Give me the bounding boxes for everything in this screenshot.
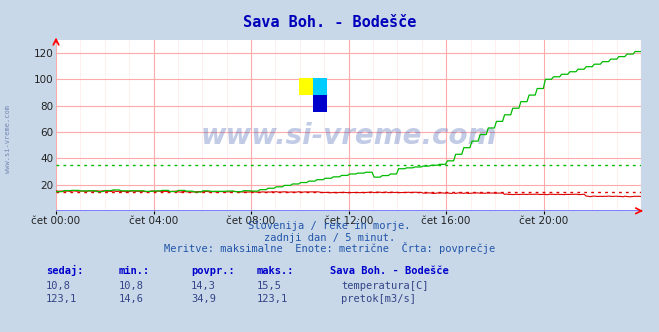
Text: Sava Boh. - Bodešče: Sava Boh. - Bodešče <box>330 266 448 276</box>
Text: Slovenija / reke in morje.: Slovenija / reke in morje. <box>248 221 411 231</box>
Text: Meritve: maksimalne  Enote: metrične  Črta: povprečje: Meritve: maksimalne Enote: metrične Črta… <box>164 242 495 254</box>
Text: Sava Boh. - Bodešče: Sava Boh. - Bodešče <box>243 15 416 30</box>
Text: temperatura[C]: temperatura[C] <box>341 281 429 291</box>
Text: maks.:: maks.: <box>257 266 295 276</box>
Text: 34,9: 34,9 <box>191 294 216 304</box>
Text: povpr.:: povpr.: <box>191 266 235 276</box>
Bar <box>313 78 327 95</box>
Text: 123,1: 123,1 <box>46 294 77 304</box>
Text: pretok[m3/s]: pretok[m3/s] <box>341 294 416 304</box>
Text: www.si-vreme.com: www.si-vreme.com <box>5 106 11 173</box>
Text: zadnji dan / 5 minut.: zadnji dan / 5 minut. <box>264 233 395 243</box>
Bar <box>313 95 327 112</box>
Text: 10,8: 10,8 <box>119 281 144 291</box>
Text: min.:: min.: <box>119 266 150 276</box>
Text: www.si-vreme.com: www.si-vreme.com <box>200 122 497 150</box>
Text: 123,1: 123,1 <box>257 294 288 304</box>
Text: sedaj:: sedaj: <box>46 265 84 276</box>
Bar <box>299 78 313 95</box>
Text: 14,3: 14,3 <box>191 281 216 291</box>
Text: 10,8: 10,8 <box>46 281 71 291</box>
Text: 14,6: 14,6 <box>119 294 144 304</box>
Text: 15,5: 15,5 <box>257 281 282 291</box>
